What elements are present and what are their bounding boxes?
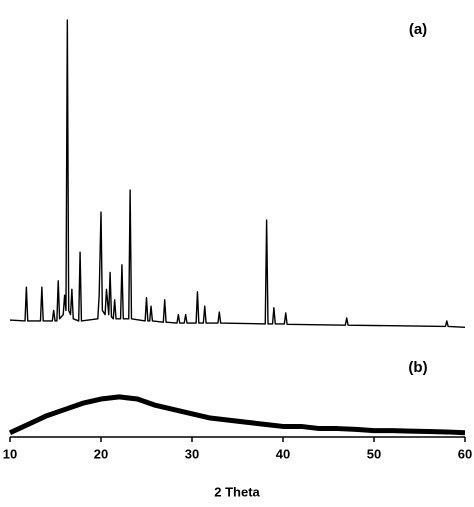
series-line: [9, 19, 466, 328]
x-tick-label: 60: [458, 446, 472, 461]
x-tick-label: 40: [276, 446, 290, 461]
x-tick-label: 20: [94, 446, 108, 461]
series-line: [8, 394, 466, 436]
x-tick-label: 10: [3, 446, 17, 461]
series-label: (b): [408, 359, 427, 376]
x-axis-label: 2 Theta: [214, 484, 260, 499]
series-label: (a): [409, 21, 427, 38]
x-tick-label: 30: [185, 446, 199, 461]
x-tick-label: 50: [367, 446, 381, 461]
